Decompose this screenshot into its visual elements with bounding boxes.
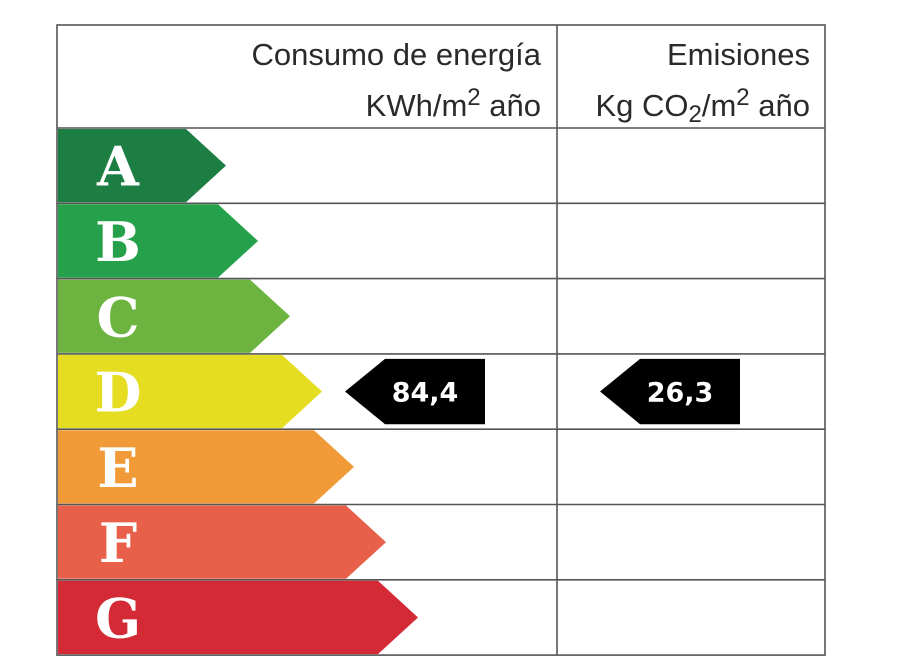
rating-bar-a: A bbox=[58, 129, 226, 203]
emissions-unit-sub: 2 bbox=[688, 101, 702, 128]
table-grid bbox=[56, 24, 826, 656]
energy-unit-tail: año bbox=[480, 88, 541, 123]
rating-arrow-c bbox=[58, 279, 290, 353]
rating-letter-b: B bbox=[95, 210, 141, 274]
rating-letter-a: A bbox=[96, 135, 140, 199]
rating-letter-f: F bbox=[99, 511, 137, 575]
table-border bbox=[56, 24, 826, 656]
rating-letter-c: C bbox=[97, 285, 140, 349]
emissions-value-marker: 26,3 bbox=[600, 358, 740, 425]
rating-arrow-f bbox=[58, 505, 386, 579]
emissions-value-marker-text: 26,3 bbox=[647, 378, 714, 409]
emissions-unit-mid: /m bbox=[701, 88, 737, 123]
energy-unit-text: KWh/m bbox=[365, 88, 468, 123]
emissions-header-title: Emisiones bbox=[667, 37, 810, 72]
energy-value-marker: 84,4 bbox=[345, 358, 485, 425]
rating-bar-f: F bbox=[58, 505, 386, 579]
rating-bar-c: C bbox=[58, 279, 290, 353]
energy-header: Consumo de energía KWh/m2 año bbox=[60, 33, 541, 127]
rating-letter-d: D bbox=[95, 361, 142, 425]
emissions-header: Emisiones Kg CO2/m2 año bbox=[559, 33, 810, 136]
rating-arrow-b bbox=[58, 204, 258, 278]
rating-bar-b: B bbox=[58, 204, 258, 278]
emissions-value-marker-arrow bbox=[600, 358, 740, 425]
energy-header-title: Consumo de energía bbox=[251, 37, 541, 72]
emissions-unit-tail: año bbox=[749, 88, 810, 123]
emissions-unit-text: Kg CO bbox=[595, 88, 689, 123]
value-markers: 84,4 26,3 bbox=[345, 358, 740, 425]
energy-header-unit: KWh/m2 año bbox=[60, 76, 541, 127]
emissions-header-unit: Kg CO2/m2 año bbox=[559, 76, 810, 136]
energy-value-marker-arrow bbox=[345, 358, 485, 425]
emissions-unit-sup: 2 bbox=[736, 84, 750, 111]
rating-letter-g: G bbox=[95, 586, 141, 650]
rating-bar-d: D bbox=[58, 354, 322, 429]
rating-bar-e: E bbox=[58, 430, 354, 504]
rating-letter-e: E bbox=[97, 436, 138, 500]
rating-arrow-g bbox=[58, 580, 418, 655]
energy-unit-sup: 2 bbox=[467, 84, 481, 111]
rating-arrow-d bbox=[58, 354, 322, 429]
rating-arrow-e bbox=[58, 430, 354, 504]
energy-value-marker-text: 84,4 bbox=[392, 378, 459, 409]
rating-bar-g: G bbox=[58, 580, 418, 655]
rating-arrow-a bbox=[58, 129, 226, 203]
